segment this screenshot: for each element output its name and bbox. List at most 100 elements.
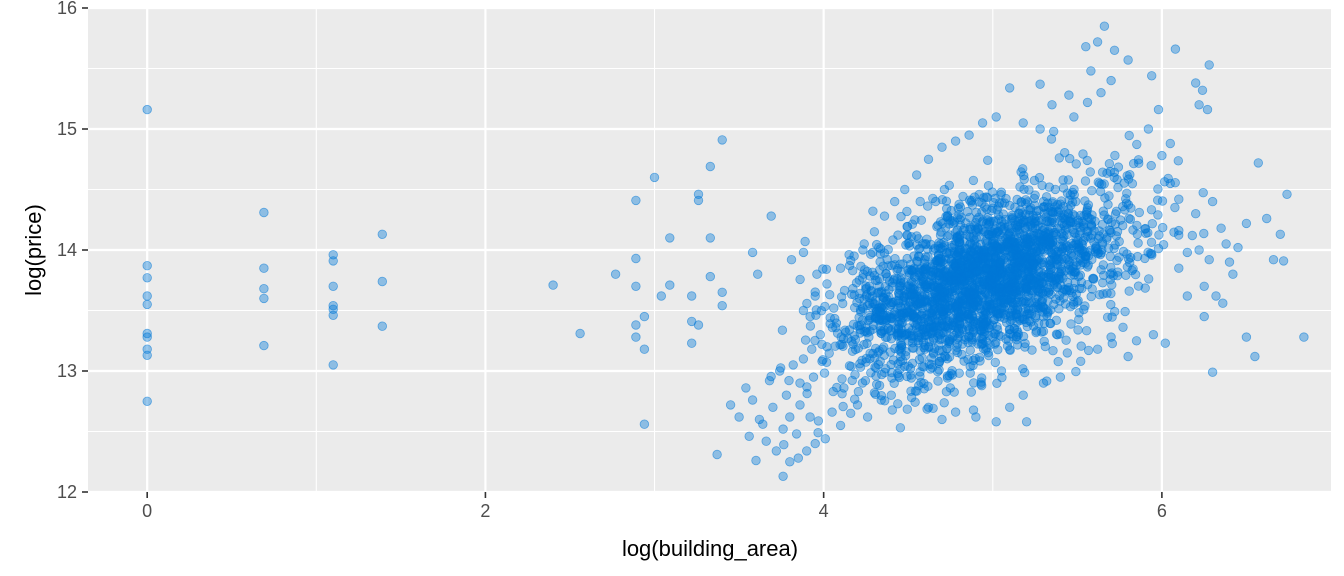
data-point	[952, 233, 962, 243]
data-point	[1154, 230, 1164, 240]
data-point	[896, 352, 906, 362]
data-point	[944, 371, 955, 381]
data-point	[893, 230, 903, 240]
data-point	[835, 263, 846, 273]
data-point	[1086, 221, 1097, 232]
y-tick-label: 16	[57, 0, 77, 18]
data-point	[990, 246, 1001, 257]
data-point	[1218, 298, 1228, 308]
data-point	[725, 400, 736, 410]
data-point	[819, 368, 830, 378]
data-point	[1092, 37, 1103, 47]
data-point	[813, 428, 823, 438]
data-point	[969, 378, 979, 388]
data-point	[1190, 78, 1201, 88]
data-point	[766, 371, 776, 382]
data-point	[847, 375, 857, 386]
data-point	[377, 276, 388, 287]
data-point	[1109, 45, 1120, 56]
data-point	[940, 287, 950, 297]
data-point	[990, 357, 1001, 368]
data-point	[1039, 246, 1050, 256]
data-point	[747, 395, 758, 405]
data-point	[839, 383, 849, 393]
data-point	[142, 328, 152, 339]
data-point	[1093, 248, 1103, 259]
data-point	[875, 307, 886, 317]
data-point	[1074, 230, 1085, 240]
x-axis-title: log(building_area)	[622, 536, 798, 561]
data-point	[1132, 139, 1142, 150]
data-point	[954, 199, 964, 210]
data-point	[744, 431, 754, 442]
data-point	[639, 311, 650, 322]
data-point	[946, 242, 957, 253]
data-point	[761, 436, 771, 446]
data-point	[142, 261, 152, 271]
data-point	[810, 287, 820, 297]
y-tick-label: 14	[57, 240, 77, 260]
data-point	[259, 284, 269, 294]
data-point	[785, 412, 795, 422]
data-point	[1016, 296, 1027, 307]
data-point	[1081, 326, 1092, 336]
data-point	[991, 337, 1001, 348]
data-point	[1133, 238, 1143, 248]
data-point	[895, 423, 906, 433]
data-point	[865, 271, 875, 281]
data-point	[786, 255, 797, 265]
data-point	[142, 104, 152, 115]
data-point	[944, 352, 955, 362]
data-point	[1061, 335, 1071, 345]
data-point	[1104, 158, 1115, 169]
data-point	[910, 397, 920, 407]
data-point	[912, 231, 922, 241]
data-point	[259, 340, 269, 351]
data-point	[861, 323, 871, 333]
data-point	[868, 206, 878, 216]
data-point	[747, 247, 758, 258]
data-point	[1024, 185, 1034, 195]
data-point	[1063, 175, 1074, 185]
data-point	[999, 198, 1010, 208]
data-point	[978, 321, 988, 332]
data-point	[980, 263, 991, 274]
data-point	[850, 394, 860, 404]
data-point	[1170, 44, 1181, 54]
data-point	[838, 401, 848, 412]
data-point	[827, 322, 838, 333]
data-point	[1197, 85, 1208, 96]
data-point	[1278, 256, 1289, 266]
data-point	[802, 388, 812, 399]
data-point	[1199, 228, 1209, 239]
data-point	[1058, 213, 1069, 223]
data-point	[1018, 390, 1028, 400]
y-tick-label: 12	[57, 482, 77, 502]
data-point	[377, 321, 388, 331]
data-point	[687, 291, 697, 301]
data-point	[1104, 191, 1114, 201]
data-point	[1299, 332, 1309, 342]
data-point	[1044, 236, 1055, 247]
data-point	[1018, 118, 1028, 128]
data-point	[1048, 126, 1059, 137]
data-point	[142, 291, 152, 301]
data-point	[1160, 338, 1171, 348]
data-point	[1073, 325, 1083, 335]
data-point	[939, 276, 949, 286]
data-point	[1140, 253, 1150, 264]
data-point	[1087, 284, 1097, 294]
y-tick-label: 13	[57, 361, 77, 381]
data-point	[910, 386, 921, 396]
data-point	[880, 281, 891, 292]
data-point	[849, 331, 860, 341]
data-point	[893, 399, 903, 409]
data-point	[1102, 312, 1113, 323]
data-point	[1040, 341, 1051, 352]
data-point	[805, 412, 815, 422]
data-point	[800, 236, 810, 247]
data-point	[778, 424, 788, 434]
data-point	[1096, 87, 1106, 98]
data-point	[1124, 213, 1134, 224]
data-point	[868, 247, 878, 258]
